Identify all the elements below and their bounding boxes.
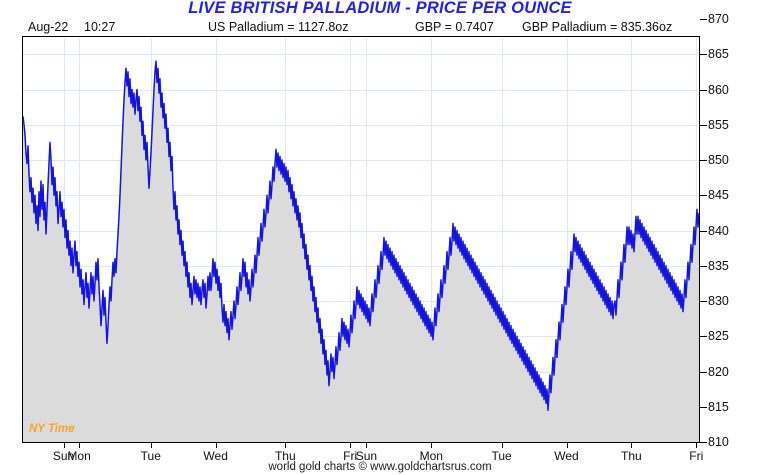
- page-title: LIVE BRITISH PALLADIUM - PRICE PER OUNCE: [188, 0, 572, 17]
- y-axis-label: 870: [708, 12, 729, 26]
- x-axis-label: Fri: [689, 449, 704, 463]
- y-axis-label: 865: [708, 47, 729, 62]
- x-axis-tick: [350, 443, 351, 448]
- x-axis-tick: [285, 443, 286, 448]
- x-axis-label: Wed: [554, 449, 579, 463]
- y-axis-tick: [700, 160, 707, 161]
- y-axis-label: 830: [708, 294, 729, 308]
- y-axis-label: 835: [708, 258, 729, 273]
- x-axis-label: Sun: [52, 449, 75, 463]
- x-axis-tick: [64, 443, 65, 448]
- y-axis-label: 850: [708, 153, 729, 167]
- x-axis-tick: [366, 443, 367, 448]
- y-axis-tick: [700, 195, 707, 196]
- y-axis-tick: [700, 442, 707, 443]
- x-axis-tick: [431, 443, 432, 448]
- info-date: Aug-22: [28, 20, 69, 34]
- x-axis-label: Tue: [140, 449, 161, 463]
- y-axis-label: 840: [708, 223, 729, 238]
- x-axis-label: Thu: [274, 449, 296, 463]
- y-axis-label: 820: [708, 364, 729, 379]
- y-axis-tick: [700, 372, 707, 373]
- y-axis-label: 855: [708, 117, 729, 132]
- y-axis-tick: [700, 266, 707, 267]
- x-axis-tick: [567, 443, 568, 448]
- x-axis-label: Fri: [343, 449, 358, 463]
- y-axis-tick: [700, 125, 707, 126]
- y-axis-tick: [700, 54, 707, 55]
- x-axis-tick: [696, 443, 697, 448]
- x-axis-tick: [631, 443, 632, 448]
- y-axis-tick: [700, 19, 707, 20]
- timezone-label: NY Time: [29, 423, 75, 435]
- y-axis-tick: [700, 231, 707, 232]
- x-axis-tick: [216, 443, 217, 448]
- x-axis-label: Wed: [203, 449, 228, 463]
- x-axis-label: Tue: [491, 449, 512, 463]
- y-axis-tick: [700, 407, 707, 408]
- info-bar: Aug-22 10:27 US Palladium = 1127.8oz GBP…: [22, 18, 700, 37]
- y-axis-tick: [700, 336, 707, 337]
- info-time: 10:27: [84, 20, 116, 34]
- plot-area: [22, 18, 700, 443]
- y-axis-tick: [700, 90, 707, 91]
- x-axis-tick: [502, 443, 503, 448]
- y-axis-label: 810: [708, 435, 729, 449]
- x-axis-label: Thu: [621, 449, 642, 463]
- price-series: [23, 60, 699, 442]
- info-gbp-price: GBP Palladium = 835.36oz: [522, 20, 673, 34]
- x-axis-tick: [151, 443, 152, 448]
- y-axis-label: 825: [708, 329, 729, 344]
- x-axis-label: Mon: [419, 449, 443, 463]
- info-fx-rate: GBP = 0.7407: [415, 20, 494, 34]
- x-axis-label: Mon: [67, 449, 91, 463]
- info-us-price: US Palladium = 1127.8oz: [208, 20, 349, 34]
- y-axis-tick: [700, 301, 707, 302]
- x-axis-label: Sun: [355, 449, 378, 463]
- x-axis-tick: [79, 443, 80, 448]
- y-axis-label: 860: [708, 82, 729, 97]
- footer-credit: world gold charts © www.goldchartsrus.co…: [268, 461, 492, 473]
- y-axis-label: 845: [708, 188, 729, 203]
- y-axis-label: 815: [708, 399, 729, 414]
